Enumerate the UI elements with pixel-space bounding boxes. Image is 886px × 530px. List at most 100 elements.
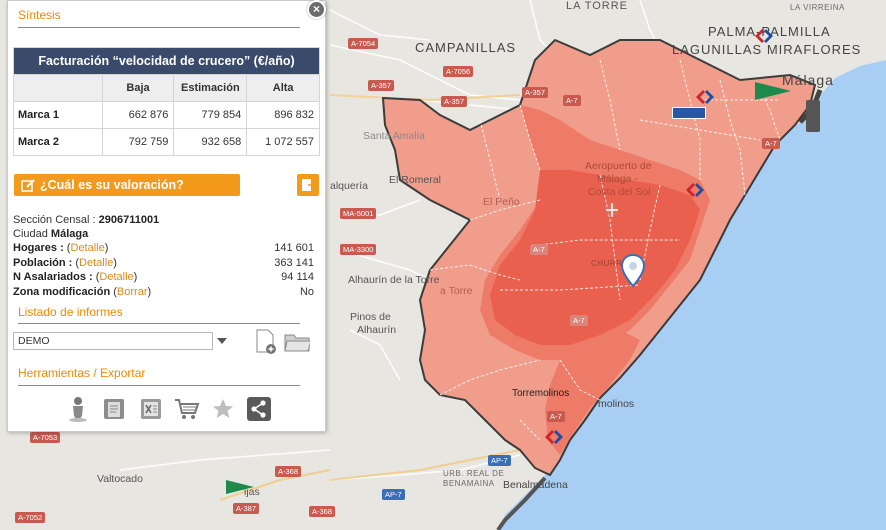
flag-marker-icon[interactable] (753, 80, 793, 102)
place-urb-real: URB. REAL DE (443, 469, 505, 478)
place-benalmadena: Benalmádena (503, 479, 568, 491)
shopping-cart-button[interactable] (174, 396, 200, 422)
place-alqueria: alquería (330, 180, 368, 192)
share-button[interactable] (246, 396, 272, 422)
place-torremolinos-2: molinos (598, 398, 635, 410)
new-document-icon (256, 329, 276, 354)
info-panel: Síntesis Facturación “velocidad de cruce… (7, 0, 326, 432)
ciudad-row: Ciudad Málaga (13, 228, 88, 240)
hipercor-store-icon[interactable] (672, 107, 706, 119)
place-el-pino: El Peño (483, 196, 520, 208)
cell-alta: 1 072 557 (246, 128, 320, 156)
divider (18, 27, 300, 28)
carrefour-store-icon[interactable] (683, 181, 707, 199)
excel-export-button[interactable] (138, 396, 164, 422)
hogares-label: Hogares : (13, 242, 64, 254)
hogares-detalle-link[interactable]: Detalle (70, 242, 105, 254)
report-button[interactable] (101, 396, 127, 422)
street-view-button[interactable] (65, 396, 91, 422)
document-icon (104, 399, 124, 419)
road-badge: A-357 (522, 87, 549, 98)
place-aeropuerto-1: Aeropuerto de (585, 160, 652, 172)
shopping-cart-icon (175, 399, 200, 419)
place-aeropuerto-3: Costa del Sol (588, 186, 651, 198)
road-badge: AP-7 (382, 489, 405, 500)
road-badge: A-368 (275, 466, 302, 477)
place-santa-amalia: Santa Amalia (363, 130, 425, 142)
carrefour-store-icon[interactable] (542, 428, 566, 446)
map-control[interactable] (806, 100, 820, 132)
column-header-estimacion: Estimación (173, 74, 248, 102)
road-badge: A-7 (530, 244, 548, 255)
star-icon (213, 399, 233, 418)
road-badge: A-7 (547, 411, 565, 422)
sintesis-title: Síntesis (18, 8, 61, 22)
poblacion-value: 363 141 (274, 257, 314, 269)
road-badge: A-7054 (348, 38, 379, 49)
place-palma-palmilla: PALMA-PALMILLA (708, 24, 831, 39)
informes-title: Listado de informes (18, 305, 123, 319)
zona-value: No (299, 286, 314, 298)
place-aeropuerto-2: Málaga - (597, 173, 638, 185)
export-icon (302, 179, 315, 191)
road-badge: A-7 (762, 138, 780, 149)
ciudad-label: Ciudad (13, 228, 48, 240)
road-badge: AP-7 (488, 455, 511, 466)
valoracion-label: ¿Cuál es su valoración? (40, 178, 184, 192)
carrefour-store-icon[interactable] (752, 27, 776, 45)
road-badge: A-7053 (30, 432, 61, 443)
carrefour-store-icon[interactable] (693, 88, 717, 106)
road-badge: A-7052 (15, 512, 46, 523)
location-pin-icon[interactable] (620, 254, 646, 288)
new-report-button[interactable] (253, 329, 279, 355)
valoracion-button[interactable]: ¿Cuál es su valoración? (14, 174, 240, 196)
road-badge: A-7 (570, 315, 588, 326)
poblacion-detalle-link[interactable]: Detalle (79, 257, 114, 269)
place-torremolinos: Torremolinos (512, 388, 570, 399)
cell-estimacion: 779 854 (173, 101, 248, 129)
herramientas-title: Herramientas / Exportar (18, 366, 146, 380)
cell-alta: 896 832 (246, 101, 320, 129)
edit-icon (21, 179, 35, 192)
cell-estimacion: 932 658 (173, 128, 248, 156)
road-badge: A-7 (563, 95, 581, 106)
informes-select[interactable]: DEMO (13, 332, 213, 350)
hogares-row: Hogares : (Detalle) (13, 242, 109, 254)
road-badge: A-357 (441, 96, 468, 107)
place-campanillas: CAMPANILLAS (415, 40, 517, 55)
road-badge: A-357 (368, 80, 395, 91)
place-valtocado: Valtocado (97, 473, 143, 485)
divider (18, 385, 300, 386)
road-badge: MA-3300 (340, 244, 377, 255)
cell-baja: 792 759 (101, 128, 175, 156)
facturacion-table: Facturación “velocidad de crucero” (€/añ… (13, 47, 320, 156)
table-row: Marca 1 662 876 779 854 896 832 (13, 101, 320, 129)
asalariados-detalle-link[interactable]: Detalle (99, 271, 134, 283)
table-header: Facturación “velocidad de crucero” (€/añ… (13, 47, 320, 75)
asalariados-value: 94 114 (281, 271, 314, 283)
seccion-censal-row: Sección Censal : 2906711001 (13, 214, 159, 226)
asalariados-row: N Asalariados : (Detalle) (13, 271, 138, 283)
place-alhaurin-torre: Alhaurín de la Torre (348, 274, 440, 286)
place-pinos-alhaurin-1: Pinos de (350, 311, 391, 323)
seccion-value: 2906711001 (98, 214, 160, 226)
close-icon[interactable]: × (307, 0, 326, 19)
place-mijas: ijas (244, 486, 260, 498)
road-badge: MA-5001 (340, 208, 377, 219)
export-report-button[interactable] (297, 174, 319, 196)
open-folder-button[interactable] (284, 329, 310, 355)
folder-icon (284, 334, 310, 352)
favorite-button[interactable] (210, 396, 236, 422)
poblacion-label: Población : (13, 257, 73, 269)
row-label: Marca 1 (13, 101, 103, 129)
place-la-torre: LA TORRE (566, 0, 629, 12)
chevron-down-icon[interactable] (217, 338, 227, 344)
seccion-label: Sección Censal : (13, 214, 96, 226)
zona-borrar-link[interactable]: Borrar (116, 286, 148, 298)
cell-baja: 662 876 (101, 101, 175, 129)
road-badge: A-387 (233, 503, 260, 514)
flag-marker-icon[interactable] (224, 478, 256, 496)
road-badge: A-368 (309, 506, 336, 517)
